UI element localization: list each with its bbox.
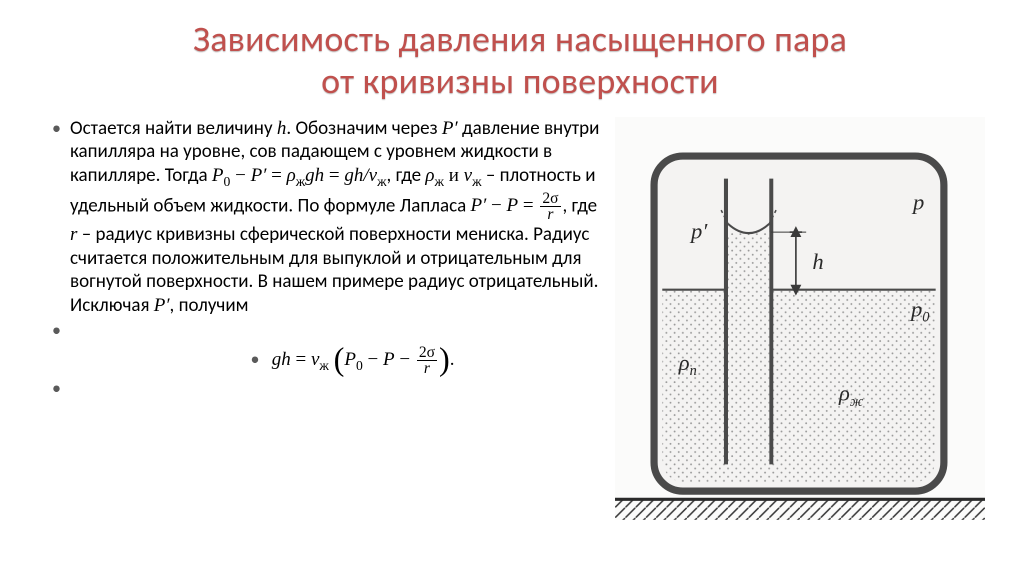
main-paragraph: Остается найти величину h. Обозначим чер…: [50, 117, 605, 317]
label-h: h: [812, 249, 823, 274]
content-row: Остается найти величину h. Обозначим чер…: [50, 117, 990, 520]
text-column: Остается найти величину h. Обозначим чер…: [50, 117, 605, 520]
figure-column: p p′ h p0 ρn ρж: [615, 117, 985, 520]
label-p-prime: p′: [689, 218, 708, 243]
empty-bullet-2: [50, 377, 605, 401]
title-line-1: Зависимость давления насыщенного пара: [193, 17, 847, 61]
formula-line: gh = vж (P0 − P − 2σr).: [100, 345, 605, 377]
slide-title: Зависимость давления насыщенного пара от…: [50, 18, 990, 103]
capillary-tube: [720, 179, 778, 465]
label-p: p: [911, 189, 924, 214]
empty-bullet-1: [50, 319, 605, 343]
ground-hatch: [615, 499, 985, 520]
capillary-diagram: p p′ h p0 ρn ρж: [615, 117, 985, 520]
liquid-vessel: [662, 290, 935, 483]
title-line-2: от кривизны поверхности: [321, 59, 719, 103]
